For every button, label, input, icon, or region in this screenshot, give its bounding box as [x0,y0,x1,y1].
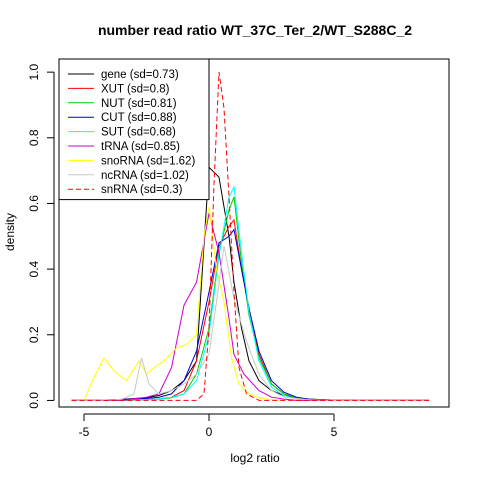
legend-box [58,58,210,201]
y-tick-label-4: 0.8 [27,129,41,146]
legend-label-1: XUT (sd=0.8) [101,83,170,95]
series-line-0 [71,166,429,401]
legend-label-3: CUT (sd=0.88) [101,112,177,124]
series-line-6 [83,206,285,401]
legend-label-7: ncRNA (sd=1.02) [101,170,189,182]
y-tick-label-1: 0.2 [27,326,41,343]
y-tick-label-3: 0.6 [27,195,41,212]
series-line-2 [71,196,429,401]
y-tick-label-2: 0.4 [27,260,41,277]
plot-frame [58,58,450,408]
series-line-7 [71,246,429,401]
legend-label-6: snoRNA (sd=1.62) [101,155,195,167]
legend-label-5: tRNA (sd=0.85) [101,141,180,153]
series-line-8 [71,72,429,401]
series-line-5 [71,213,429,401]
legend-label-8: snRNA (sd=0.3) [101,184,183,196]
chart-title: number read ratio WT_37C_Ter_2/WT_S288C_… [98,22,412,38]
y-tick-label-5: 1.0 [27,63,41,80]
plot-area [71,72,429,401]
legend-label-0: gene (sd=0.73) [101,69,179,81]
series-line-3 [71,228,429,401]
y-tick-label-0: 0.0 [27,392,41,409]
axes: -5 0 5 0.0 0.2 0.4 0.6 0.8 1.0 [27,58,450,439]
series-line-1 [71,218,429,401]
x-axis-label: log2 ratio [230,451,280,465]
x-tick-label-2: 5 [331,425,338,439]
series-line-4 [71,185,429,401]
y-axis-label: density [3,213,17,251]
legend: gene (sd=0.73) XUT (sd=0.8) NUT (sd=0.81) C… [58,58,210,201]
legend-label-4: SUT (sd=0.68) [101,127,176,139]
x-tick-label-0: -5 [79,425,90,439]
legend-label-2: NUT (sd=0.81) [101,98,177,110]
x-tick-label-1: 0 [206,425,213,439]
